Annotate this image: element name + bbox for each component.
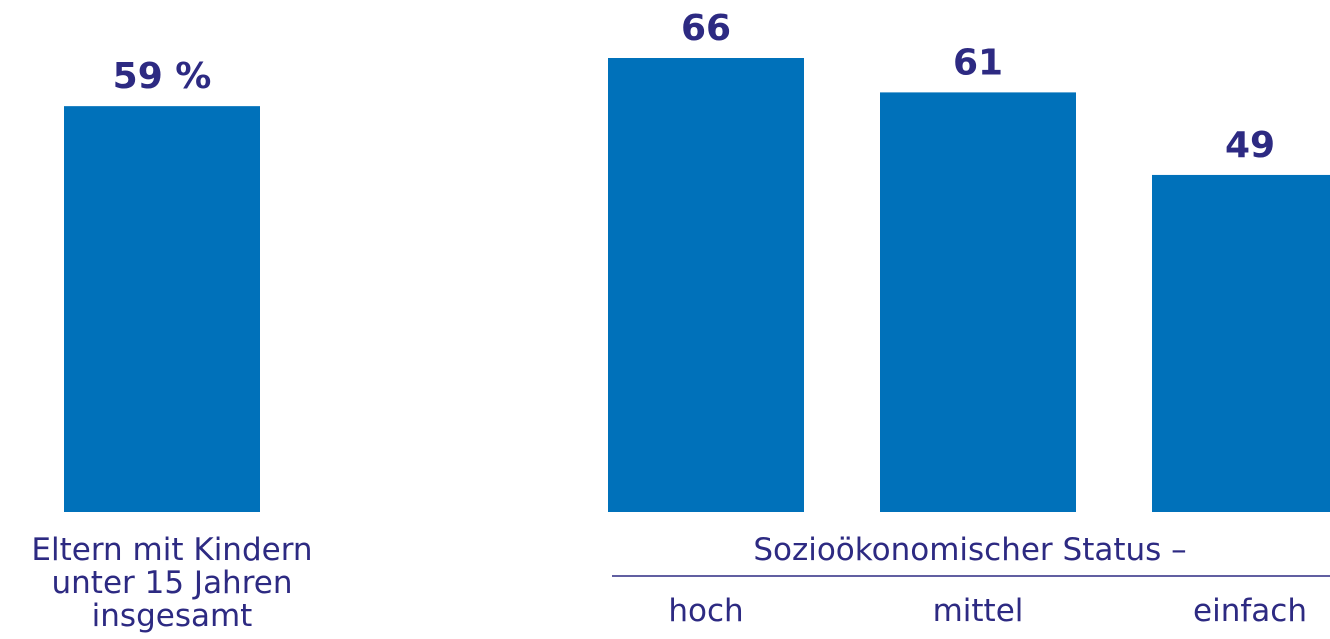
bar-mittel (880, 92, 1076, 513)
category-label-line: insgesamt (92, 598, 253, 634)
bar-einfach (1152, 174, 1330, 512)
category-label-hoch: hoch (668, 593, 743, 629)
value-label: 61 (953, 42, 1003, 83)
bar-hoch (608, 58, 804, 512)
category-label-einfach: einfach (1193, 593, 1307, 629)
value-labels-layer: 59 % 66 61 49 (113, 8, 1275, 166)
bars-layer (64, 58, 1330, 513)
group-label-socioeconomic-status: Sozioökonomischer Status – (753, 532, 1186, 568)
bar-eltern (64, 106, 260, 512)
value-label: 66 (681, 8, 731, 49)
category-label-line: unter 15 Jahren (52, 565, 293, 601)
category-label-line: Eltern mit Kindern (31, 532, 312, 568)
value-label: 59 % (113, 56, 212, 97)
category-label-mittel: mittel (933, 593, 1024, 629)
value-label: 49 (1225, 125, 1275, 166)
